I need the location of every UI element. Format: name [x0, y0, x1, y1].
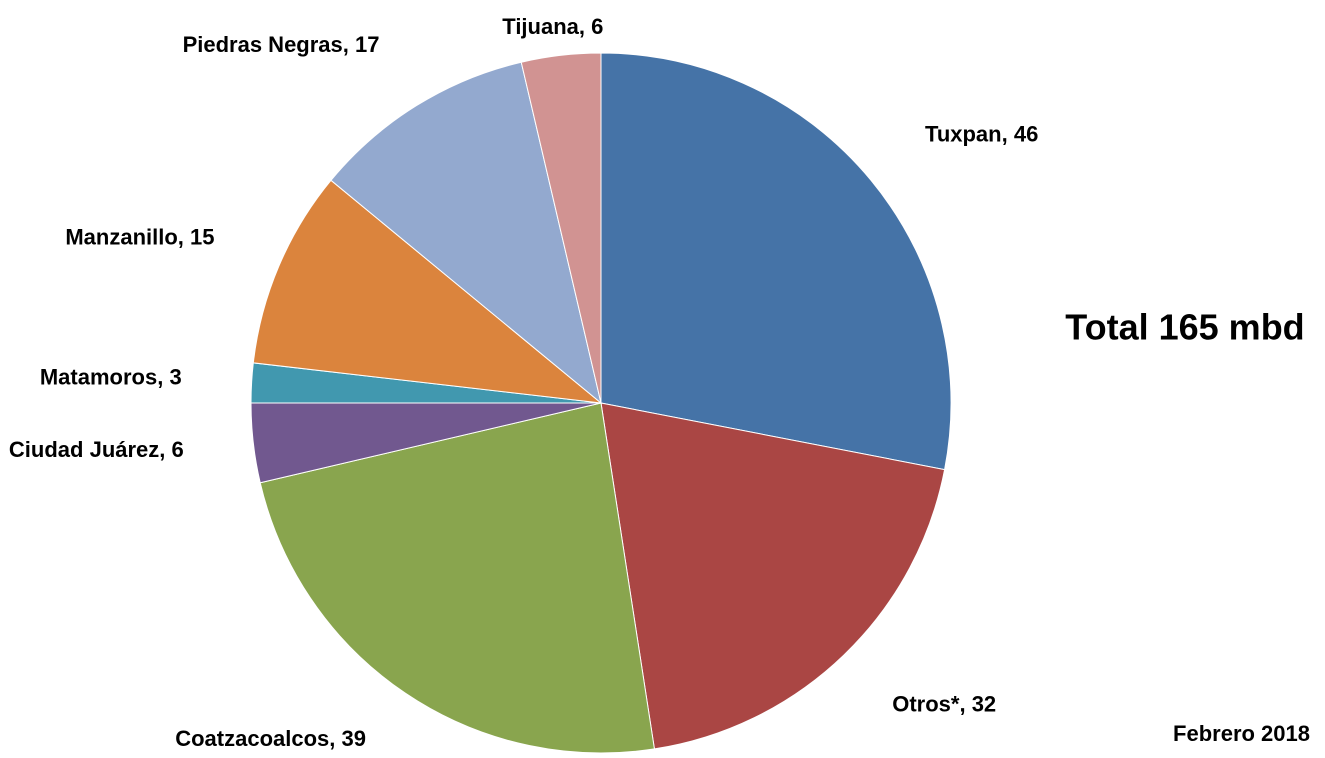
slice-label: Manzanillo, 15 [65, 224, 214, 249]
slice-label: Ciudad Juárez, 6 [9, 437, 184, 462]
pie-slice [600, 52, 952, 471]
pie-slice [259, 402, 655, 754]
pie-slice [520, 52, 602, 404]
slice-label: Piedras Negras, 17 [183, 32, 380, 57]
slice-label: Tuxpan, 46 [925, 122, 1038, 147]
slice-label: Otros*, 32 [892, 691, 996, 716]
pie-slice [330, 61, 602, 405]
date-annotation: Febrero 2018 [1173, 721, 1310, 746]
slice-label: Tijuana, 6 [502, 14, 603, 39]
slice-label: Coatzacoalcos, 39 [175, 726, 366, 751]
pie-slice [252, 179, 603, 404]
total-annotation: Total 165 mbd [1065, 307, 1304, 348]
pie-slice [600, 402, 946, 750]
slice-label: Matamoros, 3 [40, 365, 182, 390]
